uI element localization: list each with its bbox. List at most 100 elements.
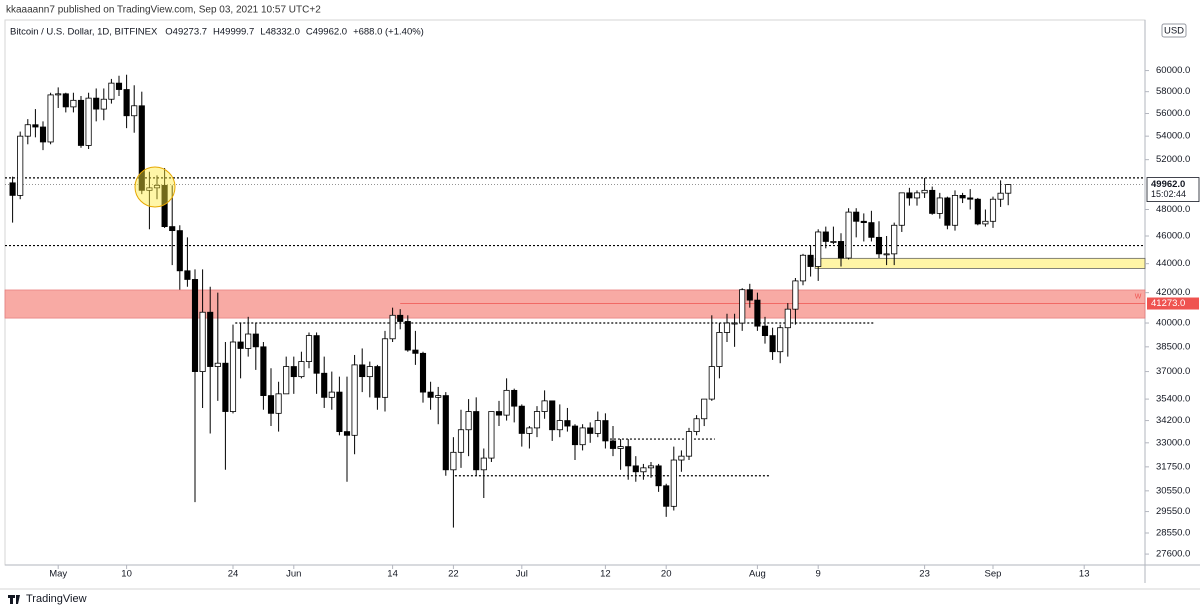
y-tick-label: 42000.0: [1156, 287, 1190, 298]
candle: [769, 327, 776, 360]
candle-body: [252, 333, 259, 348]
candle-body: [655, 465, 662, 487]
candle-body: [298, 361, 305, 378]
candle-body: [815, 231, 822, 267]
candle: [959, 192, 966, 204]
x-tick-label: Jun: [286, 569, 301, 580]
zone: [814, 257, 1146, 269]
y-tick-label: 46000.0: [1156, 231, 1190, 242]
candle-body: [997, 192, 1004, 200]
candle-body: [442, 395, 449, 471]
currency-box[interactable]: [1161, 23, 1187, 38]
candle-body: [982, 220, 989, 225]
candle-body: [647, 465, 655, 469]
candle: [708, 315, 715, 401]
candle: [275, 381, 282, 432]
x-tick-label: May: [49, 569, 67, 580]
candle: [419, 351, 427, 403]
last-price-box: [1146, 177, 1200, 202]
candle-body: [343, 431, 351, 436]
candle: [784, 303, 791, 357]
candle-body: [290, 366, 297, 378]
candle: [412, 330, 419, 365]
candle-body: [381, 338, 389, 398]
candle-body: [799, 254, 807, 282]
candle: [495, 400, 503, 427]
candle-body: [868, 222, 875, 238]
candle: [716, 323, 723, 379]
x-tick-label: 22: [448, 569, 459, 580]
ohlc-label: H49999.7: [213, 27, 254, 38]
candle: [967, 189, 974, 210]
candle-body: [93, 97, 100, 110]
candle: [731, 313, 738, 347]
currency[interactable]: USD: [1164, 26, 1184, 37]
candle: [921, 177, 928, 198]
candle: [366, 361, 373, 398]
candle-body: [526, 427, 533, 434]
candle: [579, 424, 586, 451]
candle: [853, 208, 860, 238]
candle: [822, 226, 829, 249]
x-tick-label: Sep: [985, 569, 1002, 580]
candle-body: [913, 192, 921, 199]
countdown: 15:02:44: [1151, 189, 1186, 199]
highlight-circle: [134, 166, 176, 208]
candle: [488, 411, 495, 462]
plot-area: W: [4, 74, 1146, 528]
candle-body: [617, 446, 624, 449]
candle: [336, 376, 343, 436]
candle: [146, 171, 153, 230]
candle-body: [1005, 184, 1012, 194]
candle: [260, 341, 267, 410]
candle: [777, 324, 784, 364]
candle-body: [465, 411, 472, 431]
candle-body: [746, 289, 753, 301]
brand: TradingView: [26, 593, 87, 605]
y-tick-label: 27600.0: [1156, 549, 1190, 560]
candle: [526, 426, 533, 449]
candle: [685, 427, 693, 461]
x-tick-label: Jul: [516, 569, 528, 580]
candle-body: [875, 236, 883, 255]
candle-body: [822, 231, 829, 242]
candle: [9, 176, 16, 223]
candle: [24, 119, 31, 145]
candle-body: [435, 395, 442, 398]
candle-body: [138, 105, 145, 191]
candle-body: [921, 189, 928, 194]
candle: [404, 315, 411, 352]
candle-body: [146, 187, 153, 191]
candle-body: [275, 393, 282, 414]
y-tick-label: 52000.0: [1156, 154, 1190, 165]
candle-body: [936, 197, 943, 214]
candle-body: [115, 82, 123, 90]
candle-body: [769, 335, 776, 353]
candle-body: [229, 341, 237, 412]
candle: [465, 399, 472, 457]
candle: [397, 309, 404, 330]
candle: [647, 461, 655, 478]
candle: [328, 371, 335, 410]
x-tick-label: 20: [661, 569, 672, 580]
candle: [480, 448, 487, 499]
y-tick-label: 30550.0: [1156, 485, 1190, 496]
candle-body: [951, 194, 959, 226]
candle: [640, 463, 647, 480]
candle: [799, 253, 807, 286]
candle-body: [336, 391, 343, 432]
candle-body: [739, 289, 746, 324]
candle: [442, 392, 449, 476]
candle: [518, 404, 525, 447]
candle-body: [685, 431, 693, 457]
candle: [549, 400, 556, 441]
candle: [845, 208, 852, 260]
candle: [868, 210, 875, 242]
x-tick-label: 12: [600, 569, 611, 580]
x-tick-label: Aug: [749, 569, 766, 580]
candle: [655, 463, 662, 492]
candle: [62, 92, 69, 113]
candle: [169, 185, 176, 266]
candle-body: [184, 270, 191, 280]
candle-body: [351, 364, 358, 436]
